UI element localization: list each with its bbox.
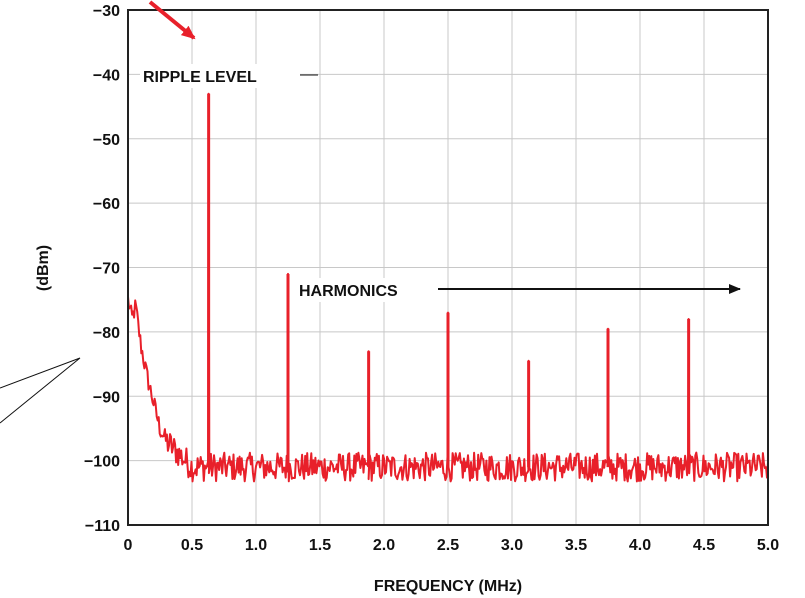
y-tick-label: −40 (93, 67, 120, 84)
x-tick-label: 4.0 (629, 537, 651, 554)
harmonics-label-bg (296, 278, 438, 302)
ripple-level-label: RIPPLE LEVEL (143, 69, 257, 86)
x-tick-label: 1.5 (309, 537, 331, 554)
y-tick-label: −110 (85, 518, 120, 535)
x-tick-labels: 0 0.5 1.0 1.5 2.0 2.5 3.0 3.5 4.0 4.5 5.0 (124, 537, 780, 554)
x-tick-label: 4.5 (693, 537, 715, 554)
x-tick-label: 1.0 (245, 537, 267, 554)
x-tick-label: 0.5 (181, 537, 203, 554)
y-tick-label: −90 (93, 389, 120, 406)
spectrum-trace (127, 92, 769, 483)
y-tick-label: −60 (93, 196, 120, 213)
x-tick-label: 3.0 (501, 537, 523, 554)
x-tick-label: 5.0 (757, 537, 779, 554)
y-tick-label: −30 (93, 3, 120, 20)
red-callout-arrow (148, 0, 196, 40)
callout-wedge (0, 357, 81, 424)
plot-frame (127, 9, 769, 526)
y-tick-label: −100 (84, 454, 120, 471)
ripple-label-bg (140, 64, 300, 88)
x-tick-label: 2.5 (437, 537, 459, 554)
x-tick-label: 3.5 (565, 537, 587, 554)
y-tick-labels: −30 −40 −50 −60 −70 −80 −90 −100 −110 (84, 3, 120, 535)
y-axis-title: (dBm) (35, 245, 52, 291)
x-tick-label: 2.0 (373, 537, 395, 554)
y-tick-label: −50 (93, 132, 120, 149)
x-tick-label: 0 (124, 537, 133, 554)
y-tick-label: −80 (93, 325, 120, 342)
x-axis-title: FREQUENCY (MHz) (374, 578, 522, 595)
y-tick-label: −70 (93, 261, 120, 278)
harmonics-label: HARMONICS (299, 283, 398, 300)
